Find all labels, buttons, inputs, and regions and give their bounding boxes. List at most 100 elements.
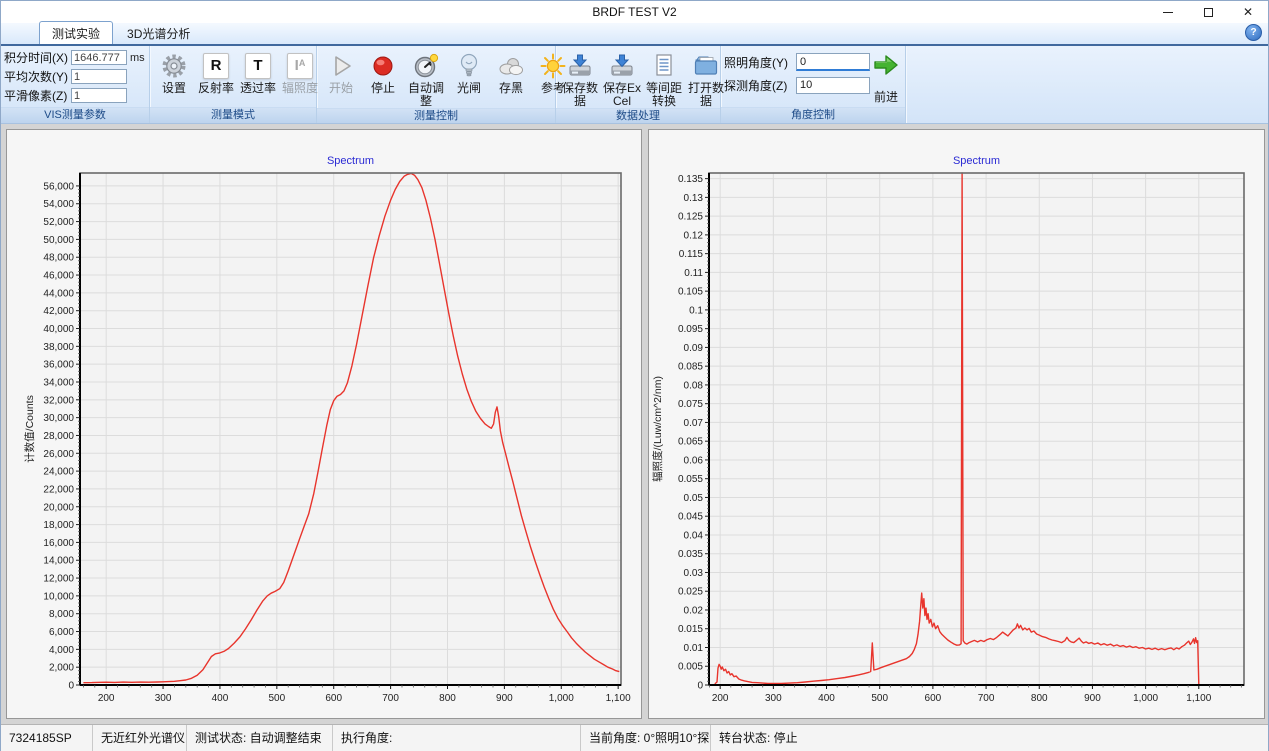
group-caption-angle: 角度控制 xyxy=(721,107,905,123)
svg-text:0.095: 0.095 xyxy=(678,324,703,335)
svg-text:500: 500 xyxy=(268,693,285,704)
svg-text:22,000: 22,000 xyxy=(43,484,74,495)
save-excel-button[interactable]: 保存ExCel xyxy=(601,48,643,108)
store-dark-button[interactable]: 存黑 xyxy=(490,48,532,95)
svg-text:0.035: 0.035 xyxy=(678,549,703,560)
status-device: 无近红外光谱仪 xyxy=(93,725,187,751)
reflectance-R-icon: R xyxy=(203,49,229,82)
svg-text:1,000: 1,000 xyxy=(549,693,574,704)
maximize-icon xyxy=(1204,8,1213,17)
svg-text:50,000: 50,000 xyxy=(43,235,74,246)
forward-arrow-icon xyxy=(871,51,901,84)
group-caption-mode: 测量模式 xyxy=(150,107,316,123)
svg-text:0.06: 0.06 xyxy=(684,455,704,466)
svg-text:0.065: 0.065 xyxy=(678,437,703,448)
svg-text:0.05: 0.05 xyxy=(684,493,704,504)
gear-icon xyxy=(159,49,189,82)
close-button[interactable]: ✕ xyxy=(1228,1,1268,23)
play-icon xyxy=(327,49,355,82)
svg-text:900: 900 xyxy=(496,693,513,704)
svg-text:14,000: 14,000 xyxy=(43,556,74,567)
average-count-label: 平均次数(Y) xyxy=(4,68,71,85)
group-vis-parameters: 积分时间(X) ms 平均次数(Y) 平滑像素(Z) VIS测量参数 xyxy=(1,46,150,123)
group-caption-data: 数据处理 xyxy=(556,108,720,123)
irradiance-IA-icon: IA xyxy=(287,49,313,82)
svg-text:0.105: 0.105 xyxy=(678,287,703,298)
svg-text:48,000: 48,000 xyxy=(43,253,74,264)
statusbar: 7324185SP 无近红外光谱仪 测试状态: 自动调整结束 执行角度: 当前角… xyxy=(1,724,1268,751)
svg-text:Spectrum: Spectrum xyxy=(953,155,1000,167)
svg-text:18,000: 18,000 xyxy=(43,520,74,531)
illumination-angle-label: 照明角度(Y) xyxy=(724,54,796,71)
minimize-icon xyxy=(1163,12,1173,13)
svg-text:54,000: 54,000 xyxy=(43,199,74,210)
help-icon[interactable]: ? xyxy=(1245,24,1262,41)
svg-text:0.02: 0.02 xyxy=(684,605,704,616)
svg-text:0.09: 0.09 xyxy=(684,343,704,354)
svg-text:700: 700 xyxy=(382,693,399,704)
svg-text:800: 800 xyxy=(1031,693,1048,704)
svg-text:26,000: 26,000 xyxy=(43,449,74,460)
group-angle-control: 照明角度(Y) 探测角度(Z) xyxy=(721,46,906,123)
titlebar: BRDF TEST V2 ✕ xyxy=(1,1,1268,23)
reflectance-button[interactable]: R 反射率 xyxy=(195,48,237,95)
svg-text:0.07: 0.07 xyxy=(684,418,704,429)
svg-text:0.1: 0.1 xyxy=(689,305,703,316)
integration-time-input[interactable] xyxy=(71,50,127,65)
equal-interval-convert-button[interactable]: 等间距转换 xyxy=(643,48,685,108)
svg-text:0: 0 xyxy=(697,681,703,692)
svg-text:36,000: 36,000 xyxy=(43,360,74,371)
forward-button[interactable]: 前进 xyxy=(870,48,902,105)
svg-text:200: 200 xyxy=(98,693,115,704)
svg-text:600: 600 xyxy=(925,693,942,704)
chart-panel-irradiance[interactable]: 00.0050.010.0150.020.0250.030.0350.040.0… xyxy=(648,129,1265,719)
smooth-pixel-input[interactable] xyxy=(71,88,127,103)
group-caption-control: 测量控制 xyxy=(317,108,555,123)
svg-text:500: 500 xyxy=(871,693,888,704)
maximize-button[interactable] xyxy=(1188,1,1228,23)
svg-text:0.075: 0.075 xyxy=(678,399,703,410)
svg-text:34,000: 34,000 xyxy=(43,377,74,388)
chart-panel-counts[interactable]: 02,0004,0006,0008,00010,00012,00014,0001… xyxy=(6,129,642,719)
start-button[interactable]: 开始 xyxy=(320,48,362,95)
irradiance-button[interactable]: IA 辐照度 xyxy=(279,48,321,95)
transmittance-button[interactable]: T 透过率 xyxy=(237,48,279,95)
svg-text:0.025: 0.025 xyxy=(678,587,703,598)
save-data-button[interactable]: 保存数据 xyxy=(559,48,601,108)
svg-text:辐照度/(Luw/cm^2/nm): 辐照度/(Luw/cm^2/nm) xyxy=(651,376,664,482)
illumination-angle-input[interactable] xyxy=(796,53,870,71)
stop-button[interactable]: 停止 xyxy=(362,48,404,95)
svg-text:0.01: 0.01 xyxy=(684,643,704,654)
svg-text:30,000: 30,000 xyxy=(43,413,74,424)
svg-text:0.03: 0.03 xyxy=(684,568,704,579)
svg-text:44,000: 44,000 xyxy=(43,288,74,299)
shutter-button[interactable]: 光闸 xyxy=(448,48,490,95)
svg-text:0.12: 0.12 xyxy=(684,230,704,241)
svg-text:0.085: 0.085 xyxy=(678,362,703,373)
settings-button[interactable]: 设置 xyxy=(153,48,195,95)
svg-text:6,000: 6,000 xyxy=(49,627,74,638)
minimize-button[interactable] xyxy=(1148,1,1188,23)
tab-test-experiment[interactable]: 测试实验 xyxy=(39,21,113,44)
svg-text:0.045: 0.045 xyxy=(678,512,703,523)
smooth-pixel-label: 平滑像素(Z) xyxy=(4,87,71,104)
svg-text:0.13: 0.13 xyxy=(684,193,704,204)
group-measure-control: 开始 停止 xyxy=(317,46,556,123)
svg-text:0.115: 0.115 xyxy=(679,249,704,260)
svg-text:38,000: 38,000 xyxy=(43,342,74,353)
tab-3d-spectrum-analysis[interactable]: 3D光谱分析 xyxy=(115,22,202,44)
svg-text:800: 800 xyxy=(439,693,456,704)
save-data-icon xyxy=(565,49,595,82)
auto-adjust-button[interactable]: 自动调整 xyxy=(404,48,448,108)
status-current-angle: 当前角度: 0°照明10°探测 xyxy=(581,725,711,751)
equal-interval-doc-icon xyxy=(650,49,678,82)
svg-text:0.08: 0.08 xyxy=(684,380,704,391)
integration-time-label: 积分时间(X) xyxy=(4,49,71,66)
svg-text:32,000: 32,000 xyxy=(43,395,74,406)
detection-angle-input[interactable] xyxy=(796,77,870,94)
svg-text:400: 400 xyxy=(818,693,835,704)
status-serial: 7324185SP xyxy=(1,725,93,751)
average-count-input[interactable] xyxy=(71,69,127,84)
transmittance-T-icon: T xyxy=(245,49,271,82)
svg-text:0.11: 0.11 xyxy=(684,268,703,279)
